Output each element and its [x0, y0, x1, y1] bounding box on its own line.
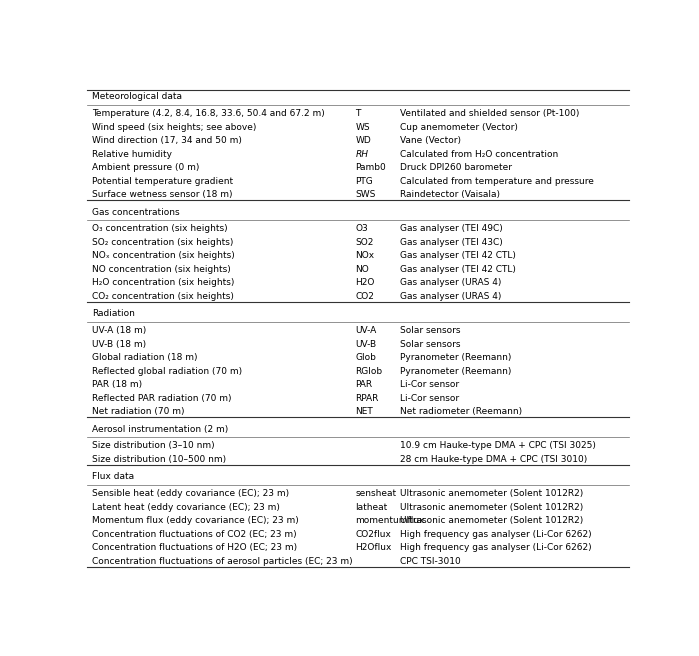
- Text: 28 cm Hauke-type DMA + CPC (TSI 3010): 28 cm Hauke-type DMA + CPC (TSI 3010): [401, 455, 588, 464]
- Text: Pyranometer (Reemann): Pyranometer (Reemann): [401, 353, 512, 362]
- Text: Solar sensors: Solar sensors: [401, 340, 461, 348]
- Text: UV-A: UV-A: [356, 326, 377, 335]
- Text: 10.9 cm Hauke-type DMA + CPC (TSI 3025): 10.9 cm Hauke-type DMA + CPC (TSI 3025): [401, 441, 596, 451]
- Text: Concentration fluctuations of CO2 (EC; 23 m): Concentration fluctuations of CO2 (EC; 2…: [92, 529, 296, 539]
- Text: Reflected global radiation (70 m): Reflected global radiation (70 m): [92, 367, 242, 376]
- Text: Gas analyser (URAS 4): Gas analyser (URAS 4): [401, 292, 502, 301]
- Text: Gas analyser (TEI 42 CTL): Gas analyser (TEI 42 CTL): [401, 251, 517, 260]
- Text: SO₂ concentration (six heights): SO₂ concentration (six heights): [92, 238, 233, 247]
- Text: Calculated from H₂O concentration: Calculated from H₂O concentration: [401, 150, 559, 159]
- Text: RGlob: RGlob: [356, 367, 382, 376]
- Text: SO2: SO2: [356, 238, 374, 247]
- Text: sensheat: sensheat: [356, 489, 396, 498]
- Text: O3: O3: [356, 224, 368, 234]
- Text: RH: RH: [356, 150, 368, 159]
- Text: Ambient pressure (0 m): Ambient pressure (0 m): [92, 163, 199, 172]
- Text: Druck DPI260 barometer: Druck DPI260 barometer: [401, 163, 512, 172]
- Text: momentumflux: momentumflux: [356, 516, 425, 525]
- Text: Net radiation (70 m): Net radiation (70 m): [92, 407, 185, 416]
- Text: NOₓ concentration (six heights): NOₓ concentration (six heights): [92, 251, 234, 260]
- Text: Sensible heat (eddy covariance (EC); 23 m): Sensible heat (eddy covariance (EC); 23 …: [92, 489, 289, 498]
- Text: Ultrasonic anemometer (Solent 1012R2): Ultrasonic anemometer (Solent 1012R2): [401, 516, 584, 525]
- Text: Concentration fluctuations of H2O (EC; 23 m): Concentration fluctuations of H2O (EC; 2…: [92, 543, 297, 552]
- Text: CO2flux: CO2flux: [356, 529, 391, 539]
- Text: Vane (Vector): Vane (Vector): [401, 136, 461, 145]
- Text: O₃ concentration (six heights): O₃ concentration (six heights): [92, 224, 227, 234]
- Text: Momentum flux (eddy covariance (EC); 23 m): Momentum flux (eddy covariance (EC); 23 …: [92, 516, 298, 525]
- Text: Glob: Glob: [356, 353, 376, 362]
- Text: Size distribution (3–10 nm): Size distribution (3–10 nm): [92, 441, 215, 451]
- Text: PAR: PAR: [356, 380, 373, 389]
- Text: Gas concentrations: Gas concentrations: [92, 207, 180, 216]
- Text: Temperature (4.2, 8.4, 16.8, 33.6, 50.4 and 67.2 m): Temperature (4.2, 8.4, 16.8, 33.6, 50.4 …: [92, 109, 324, 118]
- Text: NET: NET: [356, 407, 373, 416]
- Text: NO: NO: [356, 265, 369, 274]
- Text: Surface wetness sensor (18 m): Surface wetness sensor (18 m): [92, 190, 232, 199]
- Text: Pyranometer (Reemann): Pyranometer (Reemann): [401, 367, 512, 376]
- Text: Meteorological data: Meteorological data: [92, 92, 182, 101]
- Text: Calculated from temperature and pressure: Calculated from temperature and pressure: [401, 176, 594, 186]
- Text: Global radiation (18 m): Global radiation (18 m): [92, 353, 197, 362]
- Text: Ventilated and shielded sensor (Pt-100): Ventilated and shielded sensor (Pt-100): [401, 109, 580, 118]
- Text: Gas analyser (TEI 42 CTL): Gas analyser (TEI 42 CTL): [401, 265, 517, 274]
- Text: Reflected PAR radiation (70 m): Reflected PAR radiation (70 m): [92, 394, 231, 403]
- Text: Concentration fluctuations of aerosol particles (EC; 23 m): Concentration fluctuations of aerosol pa…: [92, 557, 352, 565]
- Text: H₂O concentration (six heights): H₂O concentration (six heights): [92, 278, 234, 287]
- Text: NO concentration (six heights): NO concentration (six heights): [92, 265, 231, 274]
- Text: Aerosol instrumentation (2 m): Aerosol instrumentation (2 m): [92, 424, 228, 434]
- Text: SWS: SWS: [356, 190, 376, 199]
- Text: Cup anemometer (Vector): Cup anemometer (Vector): [401, 123, 519, 132]
- Text: UV-B (18 m): UV-B (18 m): [92, 340, 146, 348]
- Text: PAR (18 m): PAR (18 m): [92, 380, 142, 389]
- Text: Radiation: Radiation: [92, 310, 135, 318]
- Text: UV-B: UV-B: [356, 340, 377, 348]
- Text: Li-Cor sensor: Li-Cor sensor: [401, 380, 460, 389]
- Text: WD: WD: [356, 136, 371, 145]
- Text: Relative humidity: Relative humidity: [92, 150, 172, 159]
- Text: NOx: NOx: [356, 251, 375, 260]
- Text: Ultrasonic anemometer (Solent 1012R2): Ultrasonic anemometer (Solent 1012R2): [401, 502, 584, 512]
- Text: H2Oflux: H2Oflux: [356, 543, 392, 552]
- Text: CO2: CO2: [356, 292, 375, 301]
- Text: Pamb0: Pamb0: [356, 163, 387, 172]
- Text: Gas analyser (URAS 4): Gas analyser (URAS 4): [401, 278, 502, 287]
- Text: Wind direction (17, 34 and 50 m): Wind direction (17, 34 and 50 m): [92, 136, 242, 145]
- Text: Size distribution (10–500 nm): Size distribution (10–500 nm): [92, 455, 226, 464]
- Text: Gas analyser (TEI 49C): Gas analyser (TEI 49C): [401, 224, 503, 234]
- Text: Li-Cor sensor: Li-Cor sensor: [401, 394, 460, 403]
- Text: CPC TSI-3010: CPC TSI-3010: [401, 557, 461, 565]
- Text: Solar sensors: Solar sensors: [401, 326, 461, 335]
- Text: Ultrasonic anemometer (Solent 1012R2): Ultrasonic anemometer (Solent 1012R2): [401, 489, 584, 498]
- Text: Net radiometer (Reemann): Net radiometer (Reemann): [401, 407, 523, 416]
- Text: Raindetector (Vaisala): Raindetector (Vaisala): [401, 190, 500, 199]
- Text: UV-A (18 m): UV-A (18 m): [92, 326, 146, 335]
- Text: T: T: [356, 109, 361, 118]
- Text: PTG: PTG: [356, 176, 373, 186]
- Text: Flux data: Flux data: [92, 472, 134, 482]
- Text: H2O: H2O: [356, 278, 375, 287]
- Text: CO₂ concentration (six heights): CO₂ concentration (six heights): [92, 292, 233, 301]
- Text: High frequency gas analyser (Li-Cor 6262): High frequency gas analyser (Li-Cor 6262…: [401, 543, 592, 552]
- Text: latheat: latheat: [356, 502, 388, 512]
- Text: Wind speed (six heights; see above): Wind speed (six heights; see above): [92, 123, 256, 132]
- Text: RPAR: RPAR: [356, 394, 379, 403]
- Text: High frequency gas analyser (Li-Cor 6262): High frequency gas analyser (Li-Cor 6262…: [401, 529, 592, 539]
- Text: WS: WS: [356, 123, 370, 132]
- Text: Potential temperature gradient: Potential temperature gradient: [92, 176, 233, 186]
- Text: Latent heat (eddy covariance (EC); 23 m): Latent heat (eddy covariance (EC); 23 m): [92, 502, 280, 512]
- Text: Gas analyser (TEI 43C): Gas analyser (TEI 43C): [401, 238, 503, 247]
